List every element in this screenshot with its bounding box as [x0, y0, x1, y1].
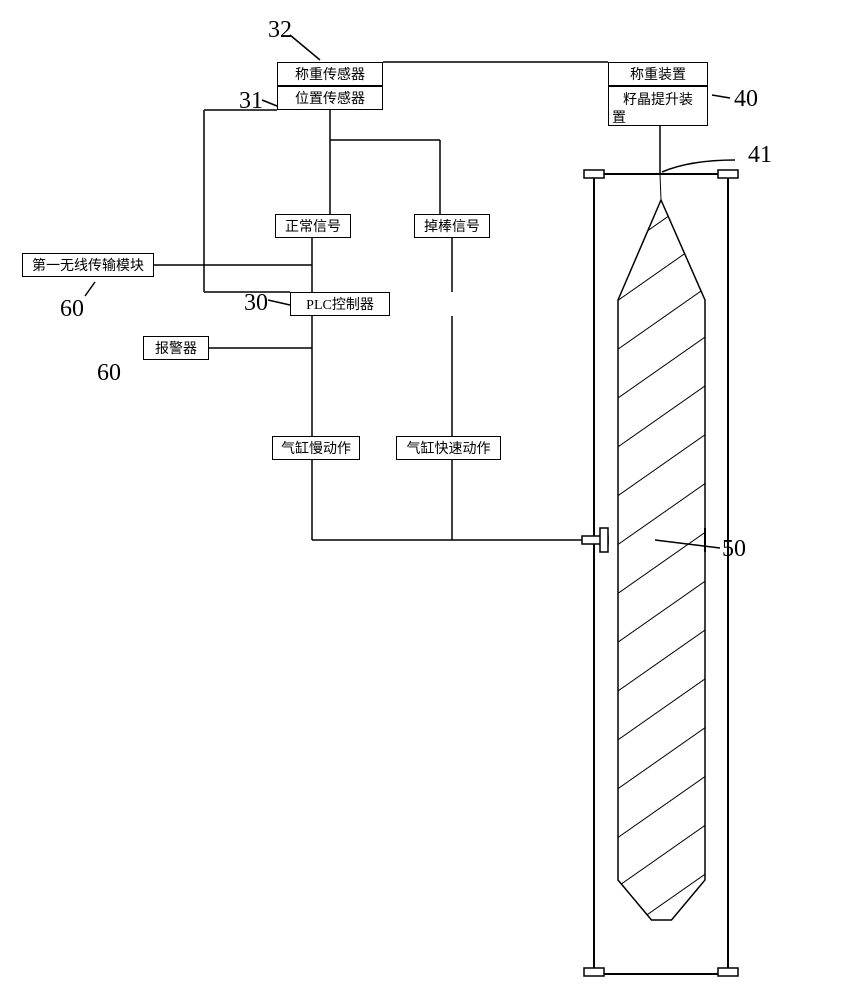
box-drop_signal: 掉棒信号 — [414, 214, 490, 238]
label-l60a: 60 — [60, 296, 84, 323]
box-wireless: 第一无线传输模块 — [22, 253, 154, 277]
label-l30: 30 — [244, 290, 268, 317]
diagram-svg — [0, 0, 862, 1000]
box-position_sensor: 位置传感器 — [277, 86, 383, 110]
box-cyl_slow: 气缸慢动作 — [272, 436, 360, 460]
label-l50: 50 — [722, 536, 746, 563]
seed-lift-extra: 置 — [612, 107, 626, 127]
box-alarm: 报警器 — [143, 336, 209, 360]
box-cyl_fast: 气缸快速动作 — [396, 436, 501, 460]
box-plc: PLC控制器 — [290, 292, 390, 316]
label-l41: 41 — [748, 142, 772, 169]
box-weigh_device: 称重装置 — [608, 62, 708, 86]
label-l60b: 60 — [97, 360, 121, 387]
box-weigh_sensor: 称重传感器 — [277, 62, 383, 86]
label-l32: 32 — [268, 17, 292, 44]
label-l31: 31 — [239, 88, 263, 115]
label-l40: 40 — [734, 86, 758, 113]
box-normal_signal: 正常信号 — [275, 214, 351, 238]
